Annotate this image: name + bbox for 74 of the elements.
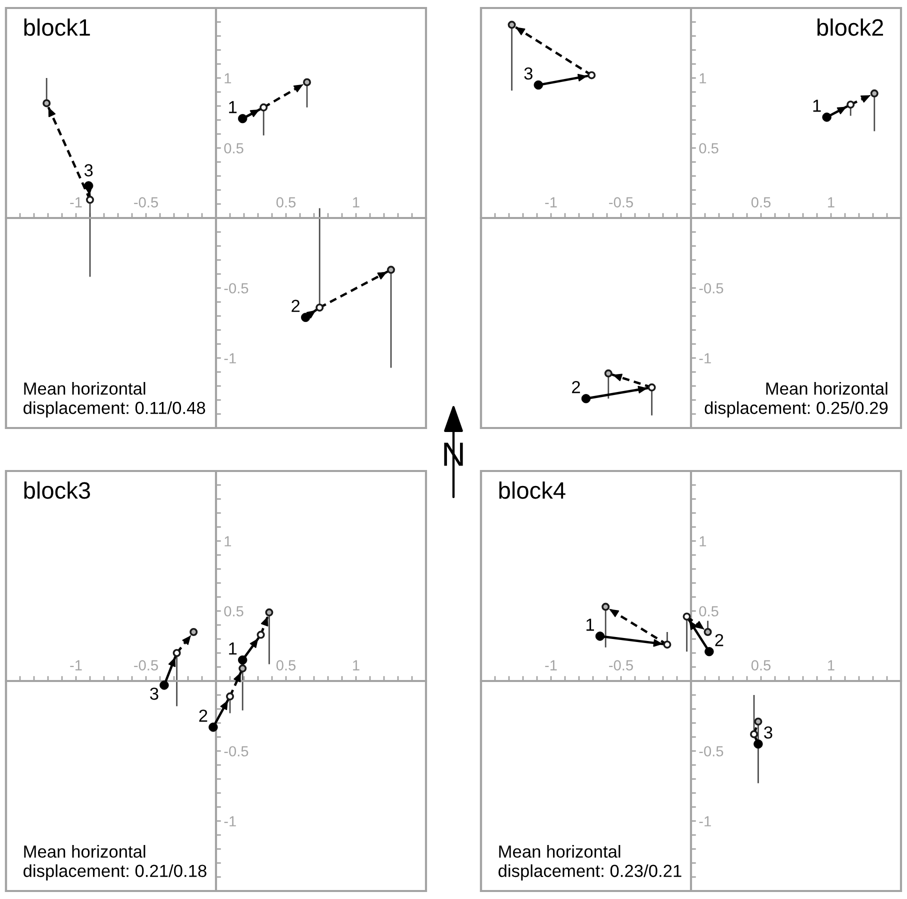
point <box>386 266 396 274</box>
annotation: Mean horizontal displacement: 0.25/0.29 <box>704 382 888 418</box>
point <box>604 369 612 378</box>
x-tick-label: -1 <box>545 197 557 208</box>
point <box>663 640 672 649</box>
x-tick-label: -0.5 <box>134 197 158 208</box>
point <box>750 730 758 738</box>
point <box>226 692 234 700</box>
annotation: Mean horizontal displacement: 0.11/0.48 <box>24 382 206 418</box>
x-tick-label: 1 <box>353 197 360 208</box>
point <box>42 99 51 108</box>
y-tick-label: 1 <box>700 73 706 84</box>
point <box>648 383 656 392</box>
x-tick-label: -0.5 <box>609 660 633 670</box>
x-tick-label: -1 <box>545 660 557 670</box>
y-tick-label: -1 <box>699 353 711 364</box>
y-tick-label: 1 <box>224 536 232 546</box>
point <box>682 612 691 621</box>
point <box>846 100 855 109</box>
annotation: Mean horizontal displacement: 0.23/0.21 <box>498 844 682 880</box>
x-tick-label: 0.5 <box>751 197 771 208</box>
chart-title: block1 <box>24 18 90 36</box>
point <box>588 71 596 80</box>
point <box>86 196 94 204</box>
annotation: 2 <box>715 634 724 646</box>
x-tick-label: 0.5 <box>276 660 296 670</box>
x-tick-label: 1 <box>828 197 834 208</box>
y-tick-label: -0.5 <box>224 283 248 294</box>
y-tick-label: -0.5 <box>224 746 248 756</box>
point <box>265 608 274 616</box>
annotation: 3 <box>524 67 532 80</box>
point <box>508 20 516 29</box>
x-tick-label: 0.5 <box>751 660 771 670</box>
point <box>316 304 324 312</box>
y-tick-label: 0.5 <box>699 606 718 616</box>
y-tick-label: -0.5 <box>699 746 724 756</box>
x-tick-label: 0.5 <box>276 197 296 208</box>
x-tick-label: -1 <box>70 660 82 670</box>
annotation: 3 <box>764 726 772 739</box>
annotation: 1 <box>586 618 594 631</box>
x-tick-label: -1 <box>70 197 82 208</box>
y-tick-label: 0.5 <box>699 143 718 154</box>
point <box>754 718 762 726</box>
x-tick-label: 1 <box>353 660 360 670</box>
annotation: 2 <box>572 380 580 394</box>
annotation: 3 <box>84 164 93 176</box>
x-tick-label: -0.5 <box>609 197 633 208</box>
point <box>256 630 265 639</box>
annotation: Mean horizontal displacement: 0.21/0.18 <box>24 844 206 880</box>
annotation: 2 <box>292 300 300 312</box>
y-tick-label: -1 <box>224 816 236 826</box>
y-tick-label: 1 <box>224 73 232 84</box>
chart-title: block4 <box>499 482 566 499</box>
point <box>704 628 712 636</box>
point <box>602 602 610 611</box>
chart-title: block3 <box>24 482 90 499</box>
chart-title: block2 <box>817 18 884 36</box>
point <box>172 648 181 658</box>
point <box>238 664 247 672</box>
point <box>260 103 268 112</box>
y-tick-label: 0.5 <box>224 143 244 154</box>
point <box>190 628 198 636</box>
x-tick-label: -0.5 <box>134 660 158 670</box>
annotation: 2 <box>199 710 208 722</box>
y-tick-label: -1 <box>224 353 236 364</box>
y-tick-label: 0.5 <box>224 606 244 616</box>
point <box>870 89 878 98</box>
annotation: 3 <box>150 688 158 700</box>
y-tick-label: -0.5 <box>699 283 724 294</box>
y-tick-label: 1 <box>700 536 706 546</box>
annotation: 1 <box>813 100 821 112</box>
y-tick-label: -1 <box>699 816 711 826</box>
x-tick-label: 1 <box>828 660 834 670</box>
point <box>302 78 312 86</box>
